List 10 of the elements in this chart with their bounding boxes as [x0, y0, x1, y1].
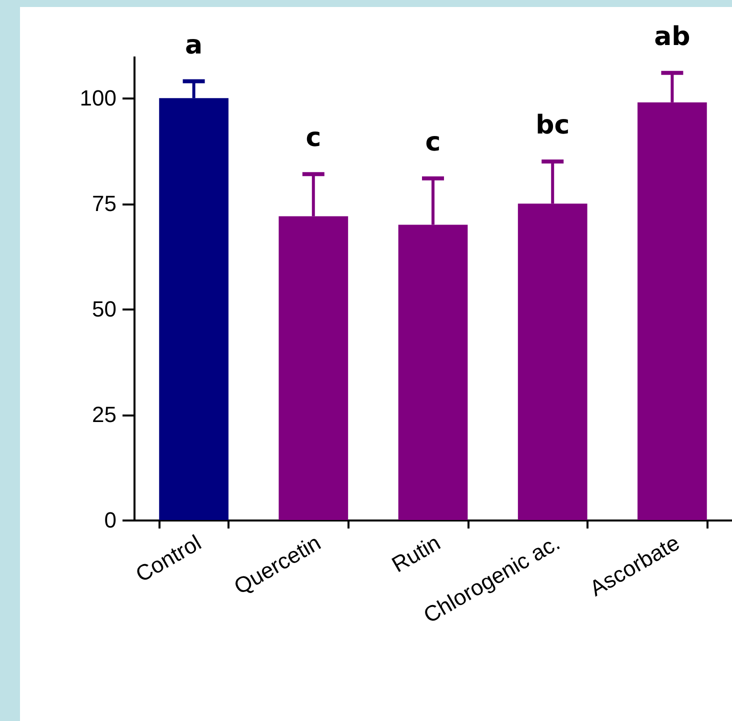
annotation: ab	[654, 22, 690, 52]
annotation: c	[425, 127, 441, 158]
y-tick-label: 50	[92, 296, 116, 322]
y-tick-label: 25	[92, 402, 116, 428]
y-tick-label: 0	[104, 508, 116, 532]
annotation: a	[185, 30, 203, 60]
annotation: bc	[536, 110, 570, 140]
y-tick-label: 75	[92, 191, 116, 216]
annotation: c	[306, 123, 322, 154]
y-tick-label: 100	[80, 86, 116, 111]
